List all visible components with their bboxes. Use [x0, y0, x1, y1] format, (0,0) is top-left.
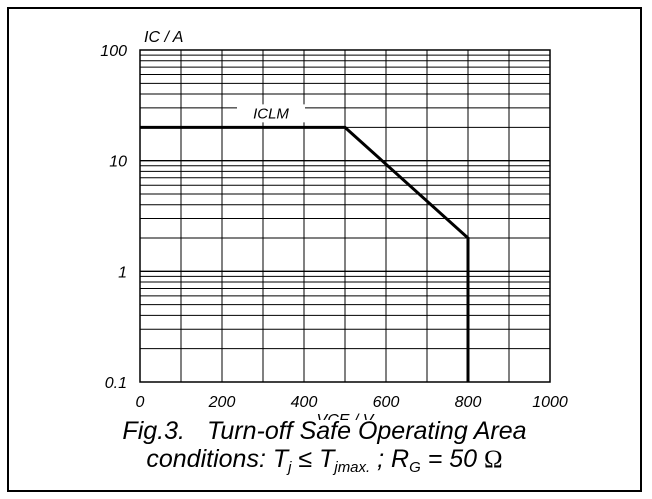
y-tick-label: 0.1	[105, 375, 127, 392]
y-tick-label: 1	[118, 264, 127, 281]
figure-frame	[7, 7, 642, 492]
caption-sub-j: j	[288, 459, 292, 476]
caption-le: ≤ T	[291, 445, 335, 473]
soa-chart: 0 200 400 600 800 1000 0.1 1 10 100 IC / A VCE / V I…	[100, 29, 568, 420]
x-tick-label: 400	[291, 394, 318, 411]
iclm-annotation: ICLM	[253, 105, 289, 122]
y-axis-label: IC / A	[144, 29, 183, 46]
caption-sub-jmax: jmax.	[334, 459, 371, 476]
x-tick-label: 0	[136, 394, 145, 411]
y-tick-label: 100	[100, 43, 127, 60]
figure-caption-line1: Fig.3. Turn-off Safe Operating Area	[9, 418, 640, 444]
figure-caption-line2: conditions: Tj ≤ Tjmax. ; RG = 50 Ω	[9, 445, 640, 476]
x-tick-label: 200	[208, 394, 236, 411]
chart-grid	[140, 50, 550, 382]
caption-rg: ; R	[370, 445, 410, 473]
caption-omega: Ω	[484, 446, 503, 473]
x-axis-label: VCE / V	[317, 412, 375, 420]
caption-eq: = 50	[420, 445, 485, 473]
soa-boundary-line	[140, 125, 470, 382]
plot-area-border	[139, 49, 551, 383]
caption-fig-number: Fig.3.	[122, 417, 185, 445]
x-tick-label: 1000	[532, 394, 568, 411]
caption-conditions: conditions: T	[146, 445, 289, 473]
y-tick-label: 10	[109, 154, 127, 171]
x-tick-label: 600	[373, 394, 400, 411]
annotation-background	[237, 104, 305, 123]
x-tick-label: 800	[455, 394, 482, 411]
caption-title: Turn-off Safe Operating Area	[206, 417, 527, 445]
caption-sub-g: G	[409, 459, 421, 476]
